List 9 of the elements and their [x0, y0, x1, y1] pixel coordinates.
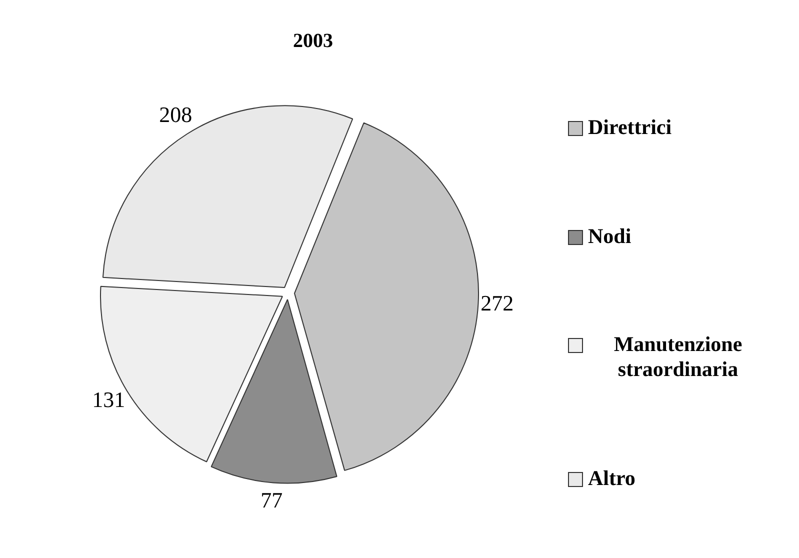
data-label: 131	[92, 387, 126, 412]
data-label: 272	[480, 290, 514, 316]
legend-label: Altro	[588, 466, 636, 492]
chart-title: 2003	[292, 30, 334, 53]
legend-label: Nodi	[588, 224, 632, 249]
data-label: 208	[159, 102, 192, 127]
legend-label: Direttrici	[588, 114, 672, 140]
legend-label: Manutenzione straordinaria	[612, 332, 744, 382]
data-label: 77	[260, 488, 283, 513]
